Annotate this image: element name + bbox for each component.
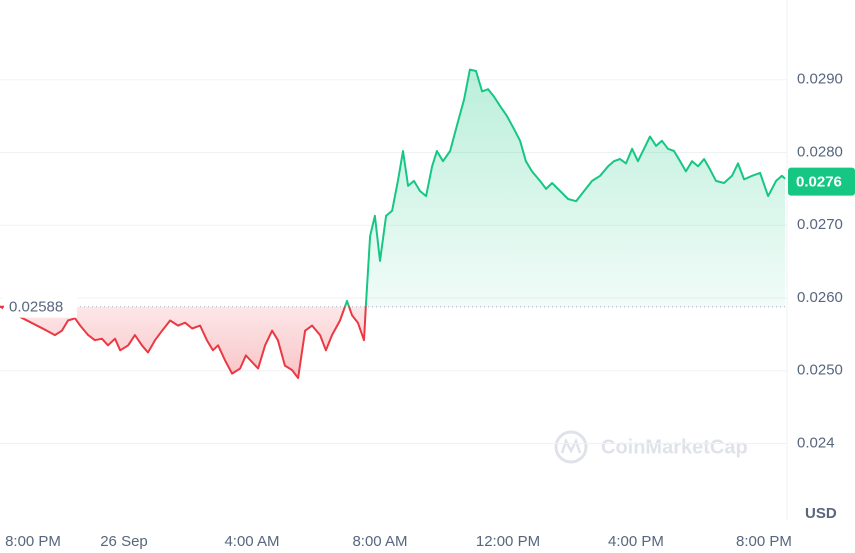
- x-tick-label: 8:00 AM: [352, 533, 407, 550]
- y-tick-label: 0.024: [797, 434, 835, 451]
- x-tick-label: 4:00 PM: [608, 533, 664, 550]
- y-tick-label: 0.0290: [797, 71, 843, 88]
- baseline-label-bg: [3, 295, 77, 318]
- area-fill: [0, 69, 786, 378]
- y-tick-label: 0.0270: [797, 216, 843, 233]
- x-tick-label: 4:00 AM: [224, 533, 279, 550]
- x-tick-label: 8:00 PM: [736, 533, 792, 550]
- x-tick-label: 26 Sep: [100, 533, 148, 550]
- baseline-label: 0.02588: [9, 299, 63, 316]
- price-tag-label: 0.0276: [796, 174, 842, 191]
- x-tick-label: 8:00 PM: [5, 533, 61, 550]
- watermark: CoinMarketCap: [554, 430, 748, 464]
- price-line: [0, 68, 786, 379]
- currency-label: USD: [805, 505, 837, 522]
- y-tick-label: 0.0280: [797, 143, 843, 160]
- y-tick-label: 0.0250: [797, 362, 843, 379]
- watermark-text: CoinMarketCap: [601, 436, 748, 458]
- price-tag: [788, 167, 855, 196]
- x-tick-label: 12:00 PM: [476, 533, 540, 550]
- y-tick-label: 0.0260: [797, 289, 843, 306]
